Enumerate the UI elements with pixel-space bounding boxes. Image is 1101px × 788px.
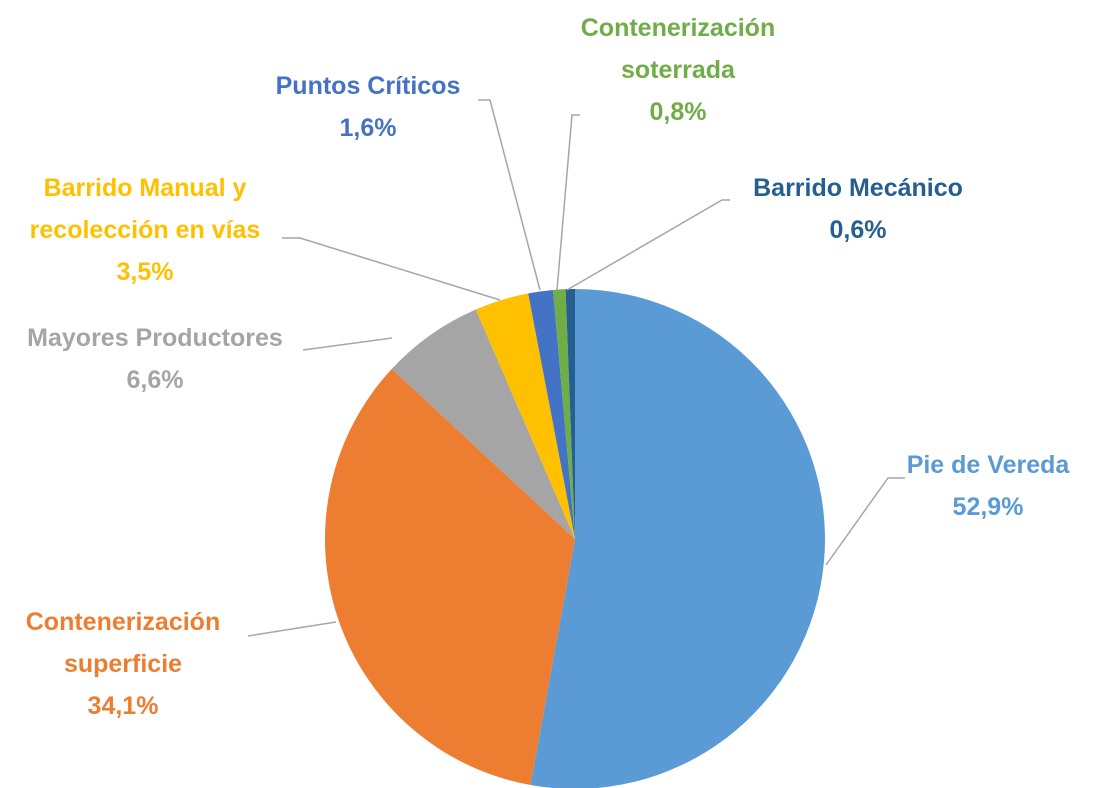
- pie-slice: [475, 293, 575, 539]
- slice-label: Contenerización soterrada 0,8%: [563, 7, 793, 133]
- leader-line: [566, 199, 730, 291]
- value-label: 34,1%: [87, 692, 159, 720]
- pie-slice: [565, 289, 575, 539]
- slice-label: Mayores Productores 6,6%: [0, 317, 315, 401]
- pie-slice: [553, 289, 575, 539]
- pie-slice: [528, 289, 575, 539]
- pie-slice: [530, 289, 825, 788]
- slice-label: Barrido Manual y recolección en vías 3,5%: [3, 167, 288, 293]
- category-label: Barrido Mecánico: [753, 174, 963, 202]
- pie-slice: [325, 368, 575, 786]
- category-label: Contenerización soterrada: [580, 14, 776, 84]
- leader-line: [282, 237, 501, 301]
- value-label: 1,6%: [339, 114, 397, 142]
- pie-slice: [391, 309, 575, 539]
- leader-line: [556, 114, 580, 291]
- slice-label: Puntos Críticos 1,6%: [238, 65, 498, 149]
- slice-label: Pie de Vereda 52,9%: [838, 444, 1101, 528]
- value-label: 3,5%: [116, 258, 174, 286]
- category-label: Puntos Críticos: [275, 72, 461, 100]
- slice-label: Contenerización superficie 34,1%: [8, 601, 238, 727]
- value-label: 52,9%: [952, 493, 1024, 521]
- category-label: Mayores Productores: [27, 324, 283, 352]
- leader-line: [478, 99, 541, 291]
- value-label: 0,6%: [829, 216, 887, 244]
- slice-label: Barrido Mecánico 0,6%: [718, 167, 998, 251]
- leader-line: [302, 337, 393, 351]
- category-label: Pie de Vereda: [906, 451, 1070, 479]
- leader-line: [247, 621, 337, 637]
- category-label: Contenerización superficie: [25, 608, 221, 678]
- category-label: Barrido Manual y recolección en vías: [29, 174, 261, 244]
- leader-line: [825, 477, 905, 566]
- value-label: 6,6%: [126, 366, 184, 394]
- value-label: 0,8%: [649, 98, 707, 126]
